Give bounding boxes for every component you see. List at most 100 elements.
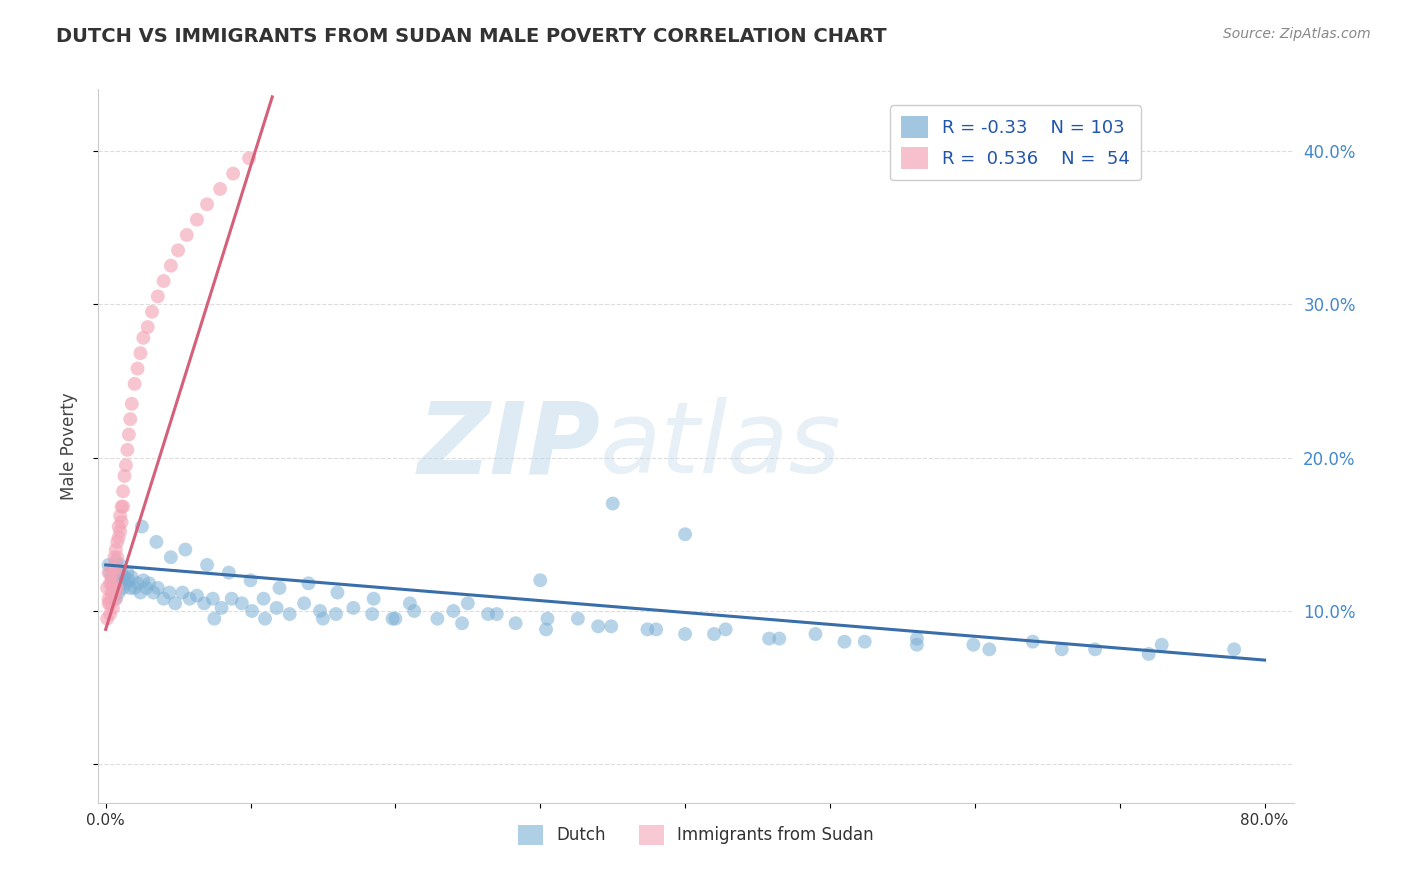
Point — [118, 574, 141, 588]
Point — [114, 469, 136, 483]
Point — [404, 604, 426, 618]
Point — [103, 561, 125, 575]
Point — [426, 612, 449, 626]
Point — [107, 585, 129, 599]
Point — [309, 604, 332, 618]
Point — [240, 604, 263, 618]
Point — [505, 616, 527, 631]
Text: Source: ZipAtlas.com: Source: ZipAtlas.com — [1223, 27, 1371, 41]
Point — [142, 585, 165, 599]
Point — [673, 527, 696, 541]
Y-axis label: Male Poverty: Male Poverty — [59, 392, 77, 500]
Point — [176, 227, 198, 242]
Point — [238, 151, 260, 165]
Point — [179, 591, 201, 606]
Point — [105, 535, 128, 549]
Point — [108, 508, 131, 523]
Point — [381, 612, 404, 626]
Point — [104, 591, 127, 606]
Point — [105, 566, 128, 580]
Point — [853, 634, 876, 648]
Point — [269, 581, 291, 595]
Point — [114, 570, 136, 584]
Point — [107, 530, 129, 544]
Point — [222, 167, 245, 181]
Point — [152, 274, 174, 288]
Point — [325, 607, 347, 621]
Point — [804, 627, 827, 641]
Point — [1150, 638, 1173, 652]
Point — [110, 515, 132, 529]
Point — [195, 558, 218, 572]
Point — [112, 581, 135, 595]
Point — [101, 581, 124, 595]
Point — [172, 585, 194, 599]
Point — [160, 259, 183, 273]
Point — [127, 576, 149, 591]
Point — [98, 607, 121, 621]
Point — [202, 612, 225, 626]
Point — [104, 555, 127, 569]
Point — [536, 612, 558, 626]
Point — [108, 524, 131, 538]
Text: DUTCH VS IMMIGRANTS FROM SUDAN MALE POVERTY CORRELATION CHART: DUTCH VS IMMIGRANTS FROM SUDAN MALE POVE… — [56, 27, 887, 45]
Point — [104, 542, 127, 557]
Point — [121, 570, 143, 584]
Point — [141, 304, 163, 318]
Point — [129, 585, 152, 599]
Point — [1084, 642, 1107, 657]
Point — [120, 412, 142, 426]
Point — [112, 500, 135, 514]
Point — [110, 566, 132, 580]
Point — [108, 558, 131, 572]
Point — [834, 634, 856, 648]
Point — [165, 596, 187, 610]
Point — [221, 591, 243, 606]
Point — [118, 427, 141, 442]
Point — [714, 623, 737, 637]
Point — [138, 576, 160, 591]
Point — [645, 623, 668, 637]
Point — [361, 607, 384, 621]
Point — [100, 576, 122, 591]
Point — [146, 289, 169, 303]
Point — [485, 607, 508, 621]
Point — [146, 581, 169, 595]
Point — [97, 596, 120, 610]
Point — [457, 596, 479, 610]
Point — [297, 576, 319, 591]
Point — [186, 212, 208, 227]
Point — [131, 519, 153, 533]
Point — [209, 182, 232, 196]
Point — [107, 519, 129, 533]
Point — [117, 442, 139, 457]
Point — [211, 601, 233, 615]
Point — [121, 397, 143, 411]
Point — [1050, 642, 1073, 657]
Point — [673, 627, 696, 641]
Point — [97, 566, 120, 580]
Point — [962, 638, 984, 652]
Point — [98, 576, 121, 591]
Point — [363, 591, 385, 606]
Point — [97, 558, 120, 572]
Point — [534, 623, 557, 637]
Point — [96, 581, 118, 595]
Point — [186, 589, 208, 603]
Point — [529, 574, 551, 588]
Point — [326, 585, 349, 599]
Point — [195, 197, 218, 211]
Point — [239, 574, 262, 588]
Point — [101, 576, 124, 591]
Point — [905, 638, 928, 652]
Point — [103, 581, 125, 595]
Point — [100, 585, 122, 599]
Point — [101, 561, 124, 575]
Point — [266, 601, 288, 615]
Point — [104, 591, 127, 606]
Point — [1137, 647, 1160, 661]
Point — [758, 632, 780, 646]
Point — [160, 550, 183, 565]
Point — [98, 566, 121, 580]
Point — [477, 607, 499, 621]
